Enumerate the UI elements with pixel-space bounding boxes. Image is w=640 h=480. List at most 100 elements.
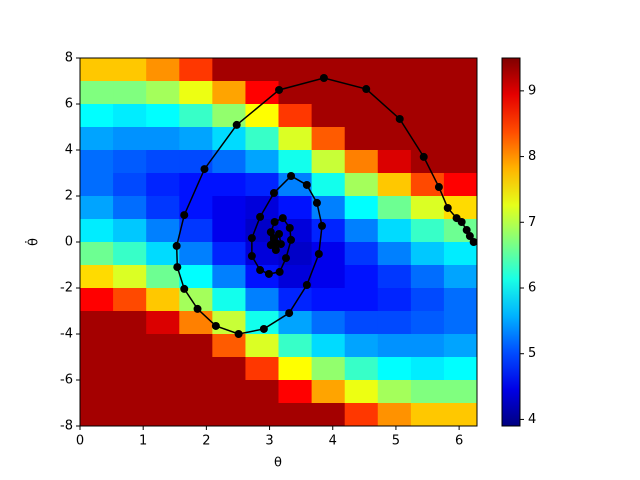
heat-cell (344, 196, 379, 220)
trajectory-point (302, 281, 311, 290)
heat-cell (410, 288, 445, 312)
heat-cell (80, 58, 114, 82)
heat-cell (245, 127, 280, 151)
heat-cell (80, 219, 114, 243)
x-tick-label: 2 (202, 434, 210, 449)
heat-cell (80, 150, 114, 174)
heat-cell (146, 219, 180, 243)
heat-cell (311, 219, 346, 243)
trajectory-point (180, 211, 189, 220)
heat-cell (113, 127, 147, 151)
heat-cell (410, 150, 445, 174)
heat-cell (410, 242, 445, 266)
trajectory-point (462, 226, 471, 235)
heat-cell (245, 288, 280, 312)
colorbar-tick-label: 5 (528, 346, 536, 361)
heat-cell (443, 334, 477, 358)
colorbar-tick-label: 4 (528, 412, 536, 427)
trajectory-point (247, 234, 256, 243)
heat-cell (245, 81, 280, 105)
trajectory-point (173, 263, 182, 272)
trajectory-point (269, 189, 278, 198)
heat-cell (344, 403, 379, 426)
heat-cell (443, 242, 477, 266)
y-tick-label: 2 (65, 189, 73, 204)
trajectory-point (259, 324, 268, 333)
trajectory-point (264, 269, 273, 278)
heat-cell (443, 58, 477, 82)
heat-cell (179, 127, 213, 151)
trajectory-point (271, 246, 280, 255)
heat-cell (212, 357, 246, 381)
heat-cell (278, 127, 313, 151)
heat-cell (146, 104, 180, 128)
heat-cell (179, 380, 213, 404)
heat-cell (146, 403, 180, 426)
colorbar-tick-label: 6 (528, 281, 536, 296)
heat-cell (443, 81, 477, 105)
heat-cell (344, 150, 379, 174)
heat-cell (146, 380, 180, 404)
heat-cell (113, 173, 147, 197)
heat-cell (311, 403, 346, 426)
trajectory-point (443, 203, 452, 212)
heat-cell (443, 288, 477, 312)
heat-cell (212, 173, 246, 197)
heat-cell (146, 196, 180, 220)
x-tick-label: 5 (392, 434, 400, 449)
heat-cell (377, 127, 412, 151)
heat-cell (377, 357, 412, 381)
heat-cell (311, 380, 346, 404)
trajectory-point (266, 228, 275, 237)
x-tick-label: 6 (455, 434, 463, 449)
trajectory-point (247, 252, 256, 261)
heat-cell (179, 81, 213, 105)
heat-cell (179, 242, 213, 266)
heat-cell (212, 127, 246, 151)
heat-cell (311, 288, 346, 312)
axes: 0 1 2 3 4 5 6 -8 -6 -4 -2 0 2 4 6 8 4 5 6 7 8 9 (60, 51, 536, 449)
trajectory-point (278, 214, 287, 223)
heat-cell (377, 403, 412, 426)
heat-cell (245, 104, 280, 128)
heat-cell (212, 288, 246, 312)
heat-cell (443, 265, 477, 289)
heat-cell (113, 380, 147, 404)
heat-cell (377, 380, 412, 404)
trajectory-point (172, 241, 181, 250)
heat-cell (311, 104, 346, 128)
heat-cell (344, 173, 379, 197)
heat-cell (410, 219, 445, 243)
heat-cell (443, 380, 477, 404)
heat-cell (179, 403, 213, 426)
heat-cell (212, 334, 246, 358)
heat-cell (377, 58, 412, 82)
heat-cell (443, 403, 477, 426)
heat-cell (278, 81, 313, 105)
heat-cell (377, 288, 412, 312)
heat-cell (311, 173, 346, 197)
heat-cell (377, 104, 412, 128)
heat-cell (278, 58, 313, 82)
heat-cell (113, 196, 147, 220)
trajectory-point (362, 85, 371, 94)
heat-cell (278, 150, 313, 174)
trajectory-point (452, 214, 461, 223)
heat-cell (410, 104, 445, 128)
trajectory-point (285, 223, 294, 232)
y-tick-label: 4 (65, 143, 73, 158)
heat-cell (377, 265, 412, 289)
x-tick-label: 3 (265, 434, 273, 449)
heat-cell (377, 219, 412, 243)
trajectory-point (275, 267, 284, 276)
heat-cell (410, 58, 445, 82)
trajectory (172, 74, 477, 338)
heat-cell (212, 81, 246, 105)
heat-cell (113, 334, 147, 358)
heat-cell (443, 104, 477, 128)
heat-cell (80, 265, 114, 289)
y-tick-label: 6 (65, 97, 73, 112)
heat-cell (80, 81, 114, 105)
trajectory-point (193, 304, 202, 313)
trajectory-point (256, 266, 265, 275)
